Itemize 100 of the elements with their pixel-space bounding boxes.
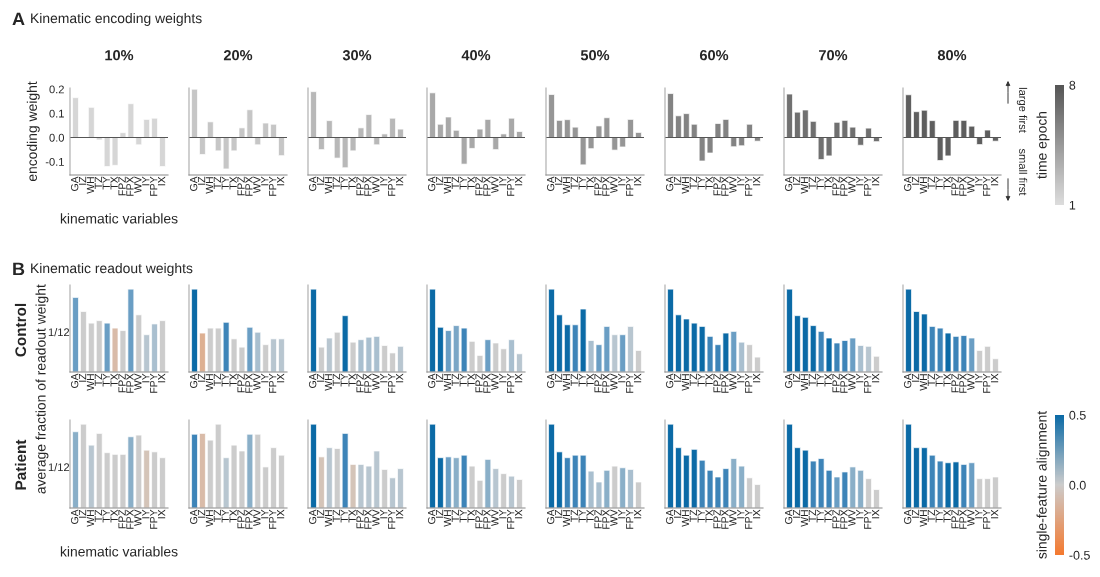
x-tick-label: TX	[824, 509, 832, 523]
text: Patient	[14, 439, 27, 490]
y-axis-title: average fraction of readout weight	[35, 284, 49, 494]
x-tick-label: TZ	[808, 373, 816, 386]
x-tick-label: IY	[142, 176, 150, 186]
x-tick-label: FPZ	[356, 373, 364, 393]
x-tick-label: TX	[229, 373, 237, 387]
x-tick-label: WV	[729, 509, 737, 527]
x-tick-label: GA	[189, 509, 198, 524]
x-tick-label: TZ	[689, 373, 697, 386]
x-tick-label: TY	[816, 373, 824, 387]
text: small first	[1019, 148, 1028, 196]
x-tick-label: TX	[705, 509, 713, 523]
x-tick-label: IY	[737, 373, 745, 383]
x-tick-label: FPZ	[951, 176, 959, 196]
x-tick-label: WV	[372, 373, 380, 391]
x-tick-label: FPX	[126, 509, 134, 529]
x-tick-label: IX	[158, 176, 166, 186]
x-tick-label: IY	[142, 373, 150, 383]
x-tick-label: WH	[919, 374, 928, 391]
x-tick-label: TY	[221, 509, 229, 523]
x-tick-label: IY	[618, 373, 626, 383]
x-tick-label: IX	[753, 373, 761, 383]
x-tick-label: TZ	[927, 373, 935, 386]
x-tick-label: IY	[856, 176, 864, 186]
x-tick-label: IZ	[435, 509, 444, 518]
x-tick-label: TX	[348, 176, 356, 190]
x-tick-label: TY	[697, 509, 705, 523]
color-bar-label: 1	[1069, 200, 1076, 210]
x-tick-label: FPY	[150, 176, 158, 196]
x-tick-label: FPX	[126, 176, 134, 196]
x-tick-label: TZ	[213, 373, 221, 386]
x-tick-label: FPY	[388, 373, 396, 393]
x-tick-label: FPY	[269, 176, 277, 196]
x-tick-label: FPZ	[356, 509, 364, 529]
x-tick-label: TY	[935, 373, 943, 387]
x-tick-label: FPZ	[713, 176, 721, 196]
x-tick-label: TZ	[332, 176, 340, 189]
x-tick-label: GA	[665, 509, 674, 524]
text: Kinematic encoding weights	[31, 13, 202, 26]
x-tick-label: TY	[102, 176, 110, 190]
x-tick-label: IZ	[792, 509, 801, 518]
x-tick-label: TX	[110, 176, 118, 190]
x-tick-label: IY	[618, 176, 626, 186]
x-tick-label: IX	[396, 509, 404, 519]
x-tick-label: WV	[491, 373, 499, 391]
x-tick-label: FPX	[245, 373, 253, 393]
x-tick-label: FPZ	[118, 176, 126, 196]
x-tick-label: IX	[634, 373, 642, 383]
x-tick-label: FPX	[602, 373, 610, 393]
x-tick-label: IZ	[78, 509, 87, 518]
x-tick-label: WV	[253, 176, 261, 194]
x-tick-label: WV	[134, 373, 142, 391]
color-bar-label: 8	[1069, 80, 1076, 90]
x-tick-label: TZ	[332, 509, 340, 522]
x-tick-label: FPX	[245, 509, 253, 529]
x-tick-label: IX	[753, 176, 761, 186]
x-tick-label: WH	[562, 374, 571, 391]
x-tick-label: TZ	[451, 373, 459, 386]
x-tick-label: TZ	[451, 176, 459, 189]
color-bar-label: 0.0	[1069, 480, 1086, 490]
x-tick-label: GA	[546, 509, 555, 524]
x-tick-label: WV	[729, 373, 737, 391]
x-tick-label: WH	[205, 374, 214, 391]
x-tick-label: TX	[348, 373, 356, 387]
x-tick-label: IY	[975, 373, 983, 383]
x-tick-label: WH	[681, 374, 690, 391]
text: 1/12	[48, 328, 70, 337]
chart-title: 60%	[699, 50, 729, 61]
x-tick-label: IY	[618, 509, 626, 519]
chart-title: 80%	[937, 50, 967, 61]
x-tick-label: FPZ	[951, 373, 959, 393]
x-tick-label: FPX	[840, 509, 848, 529]
x-tick-label: FPY	[745, 509, 753, 529]
x-tick-label: TY	[459, 176, 467, 190]
x-tick-label: IY	[380, 373, 388, 383]
x-tick-label: GA	[784, 176, 793, 191]
x-tick-label: IY	[261, 373, 269, 383]
x-tick-label: GA	[665, 176, 674, 191]
x-tick-label: FPX	[245, 176, 253, 196]
x-tick-label: TZ	[451, 509, 459, 522]
x-tick-label: WH	[324, 510, 333, 527]
x-tick-label: WH	[681, 510, 690, 527]
x-tick-label: WV	[134, 509, 142, 527]
x-tick-label: FPY	[864, 176, 872, 196]
x-tick-label: FPZ	[356, 176, 364, 196]
x-tick-label: FPX	[959, 509, 967, 529]
x-tick-label: FPY	[388, 509, 396, 529]
x-tick-label: FPX	[959, 176, 967, 196]
x-tick-label: IZ	[197, 509, 206, 518]
x-tick-label: WH	[919, 177, 928, 194]
x-tick-label: FPZ	[475, 176, 483, 196]
x-tick-label: FPY	[864, 509, 872, 529]
x-tick-label: FPZ	[237, 176, 245, 196]
x-tick-label: GA	[427, 509, 436, 524]
x-tick-label: WV	[967, 509, 975, 527]
x-tick-label: WV	[491, 509, 499, 527]
x-tick-label: IY	[975, 509, 983, 519]
x-tick-label: WH	[443, 374, 452, 391]
x-tick-label: WV	[848, 509, 856, 527]
